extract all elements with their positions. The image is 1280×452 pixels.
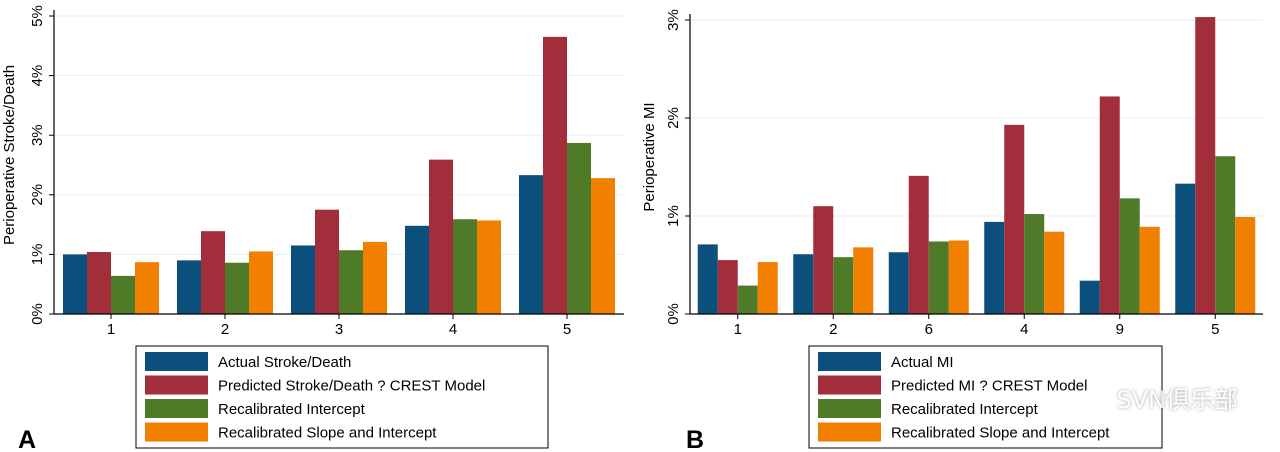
legend-entry: Actual Stroke/Death <box>218 354 351 371</box>
legend-swatch <box>818 399 881 418</box>
bar-slope <box>1235 216 1256 314</box>
bar-intercept <box>1024 214 1045 314</box>
bar-slope <box>1139 226 1160 314</box>
bar-actual <box>697 244 718 314</box>
y-tick-label: 1% <box>665 205 682 227</box>
bar-intercept <box>453 219 477 314</box>
bar-intercept <box>1215 156 1236 314</box>
panel-label: A <box>18 426 36 452</box>
x-tick-label: 9 <box>1116 321 1124 338</box>
bar-slope <box>135 262 159 314</box>
legend-swatch <box>145 399 208 418</box>
x-tick-label: 5 <box>1211 321 1219 338</box>
x-tick-label: 5 <box>563 321 571 338</box>
bar-predicted <box>1195 17 1216 315</box>
bar-slope <box>591 178 615 314</box>
legend-entry: Predicted Stroke/Death ? CREST Model <box>218 378 485 395</box>
panel-label: B <box>686 426 704 452</box>
bar-intercept <box>928 241 949 314</box>
x-tick-label: 4 <box>449 321 457 338</box>
y-tick-label: 0% <box>29 303 46 325</box>
x-tick-label: 2 <box>829 321 837 338</box>
bar-actual <box>984 221 1005 314</box>
y-tick-label: 0% <box>665 303 682 325</box>
bar-intercept <box>737 285 758 314</box>
bar-actual <box>1175 183 1196 314</box>
y-axis-label: Perioperative MI <box>641 102 658 211</box>
legend-swatch <box>818 375 881 395</box>
chart-panel-b: 0% 1% 2% 3% 1 2 6 4 9 5 Perioperative MI Actual MI P… <box>641 9 1263 452</box>
legend-entry: Actual MI <box>891 354 954 371</box>
legend-swatch <box>145 352 208 371</box>
x-tick-label: 3 <box>335 321 343 338</box>
bar-actual <box>63 254 87 314</box>
y-tick-label: 4% <box>29 65 46 87</box>
y-tick-label: 3% <box>665 9 682 31</box>
watermark: SVN俱乐部 <box>1116 386 1238 414</box>
bar-slope <box>477 220 501 314</box>
bar-slope <box>948 240 969 314</box>
y-tick-label: 2% <box>665 107 682 129</box>
bar-actual <box>1079 280 1100 314</box>
bar-predicted <box>1099 96 1120 314</box>
y-tick-label: 5% <box>29 5 46 27</box>
bar-slope <box>249 251 273 314</box>
legend-entry: Predicted MI ? CREST Model <box>891 378 1087 395</box>
x-tick-label: 4 <box>1020 321 1028 338</box>
legend-swatch <box>145 375 208 395</box>
bar-slope <box>1044 231 1065 314</box>
y-axis-label: Perioperative Stroke/Death <box>1 65 18 245</box>
bar-intercept <box>225 262 249 314</box>
bar-intercept <box>339 250 363 314</box>
bar-intercept <box>833 257 854 314</box>
y-tick-label: 1% <box>29 244 46 266</box>
legend-entry: Recalibrated Intercept <box>218 401 366 418</box>
bar-slope <box>853 247 874 314</box>
bar-actual <box>291 245 315 314</box>
legend-entry: Recalibrated Slope and Intercept <box>218 425 437 442</box>
legend-entry: Recalibrated Slope and Intercept <box>891 425 1110 442</box>
bar-slope <box>757 262 778 314</box>
bar-predicted <box>908 175 929 314</box>
y-tick-label: 2% <box>29 184 46 206</box>
y-tick-label: 3% <box>29 124 46 146</box>
bar-predicted <box>87 252 111 314</box>
bar-actual <box>888 252 909 314</box>
bar-actual <box>793 254 814 314</box>
legend-swatch <box>818 352 881 371</box>
bar-intercept <box>111 275 135 314</box>
bar-predicted <box>201 231 225 314</box>
bar-actual <box>519 175 543 314</box>
x-tick-label: 1 <box>734 321 742 338</box>
bar-intercept <box>567 142 591 314</box>
bar-slope <box>363 241 387 314</box>
legend-entry: Recalibrated Intercept <box>891 401 1039 418</box>
legend-swatch <box>145 422 208 442</box>
bar-actual <box>405 225 429 314</box>
x-tick-label: 2 <box>221 321 229 338</box>
chart-panel-a: 0% 1% 2% 3% 4% 5% 1 2 3 4 5 Perioperative Stroke/De… <box>1 5 624 452</box>
bar-predicted <box>315 209 339 314</box>
bar-predicted <box>1004 124 1025 314</box>
bar-predicted <box>813 206 834 314</box>
bar-predicted <box>543 36 567 315</box>
bar-actual <box>177 260 201 314</box>
bar-predicted <box>429 159 453 314</box>
x-tick-label: 1 <box>107 321 115 338</box>
bar-intercept <box>1119 198 1140 314</box>
legend-swatch <box>818 422 881 442</box>
plot-area <box>690 20 1263 314</box>
bar-predicted <box>717 260 738 314</box>
x-tick-label: 6 <box>925 321 933 338</box>
